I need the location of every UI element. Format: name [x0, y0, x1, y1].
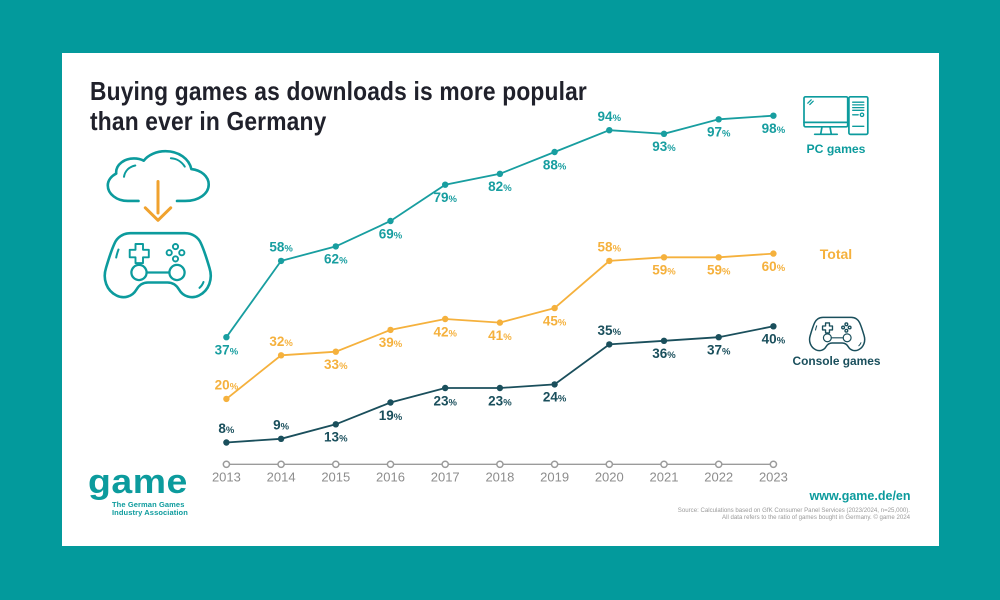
svg-text:23%: 23% — [488, 393, 512, 408]
svg-text:2020: 2020 — [595, 470, 624, 485]
svg-text:2016: 2016 — [376, 470, 405, 485]
svg-text:36%: 36% — [652, 346, 676, 361]
svg-text:93%: 93% — [652, 139, 676, 154]
svg-text:2014: 2014 — [267, 470, 296, 485]
svg-text:45%: 45% — [543, 313, 567, 328]
svg-text:62%: 62% — [324, 252, 348, 267]
svg-text:32%: 32% — [269, 334, 293, 349]
svg-text:58%: 58% — [269, 240, 293, 255]
svg-text:33%: 33% — [324, 357, 348, 372]
svg-text:13%: 13% — [324, 430, 348, 445]
svg-text:37%: 37% — [215, 343, 239, 358]
svg-text:42%: 42% — [433, 324, 457, 339]
svg-text:41%: 41% — [488, 328, 512, 343]
svg-text:58%: 58% — [598, 240, 622, 255]
svg-text:60%: 60% — [762, 259, 786, 274]
svg-text:37%: 37% — [707, 343, 731, 358]
svg-text:98%: 98% — [762, 121, 786, 136]
svg-text:9%: 9% — [273, 418, 290, 433]
svg-text:2015: 2015 — [321, 470, 350, 485]
svg-text:2017: 2017 — [431, 470, 460, 485]
svg-text:2022: 2022 — [704, 470, 733, 485]
svg-text:94%: 94% — [598, 109, 622, 124]
svg-text:2013: 2013 — [212, 470, 241, 485]
svg-text:97%: 97% — [707, 125, 731, 140]
svg-text:8%: 8% — [218, 421, 235, 436]
svg-text:82%: 82% — [488, 179, 512, 194]
svg-text:59%: 59% — [652, 263, 676, 278]
svg-text:35%: 35% — [598, 323, 622, 338]
svg-text:24%: 24% — [543, 390, 567, 405]
svg-text:23%: 23% — [433, 393, 457, 408]
svg-text:69%: 69% — [379, 226, 403, 241]
svg-text:59%: 59% — [707, 263, 731, 278]
svg-text:2023: 2023 — [759, 470, 788, 485]
svg-text:79%: 79% — [433, 190, 457, 205]
svg-text:20%: 20% — [215, 378, 239, 393]
svg-text:40%: 40% — [762, 332, 786, 347]
svg-text:88%: 88% — [543, 157, 567, 172]
svg-text:2019: 2019 — [540, 470, 569, 485]
svg-text:2018: 2018 — [485, 470, 514, 485]
svg-text:39%: 39% — [379, 335, 403, 350]
svg-text:19%: 19% — [379, 408, 403, 423]
svg-text:2021: 2021 — [650, 470, 679, 485]
